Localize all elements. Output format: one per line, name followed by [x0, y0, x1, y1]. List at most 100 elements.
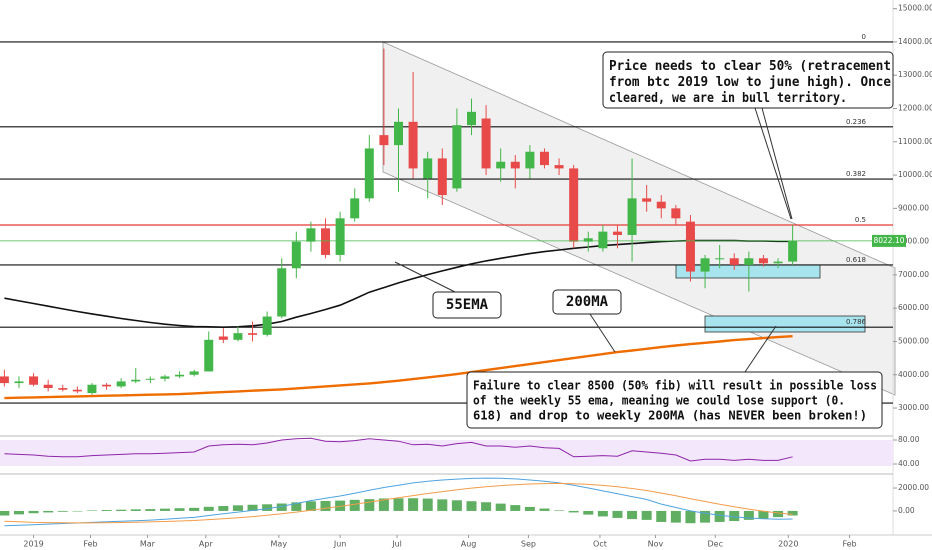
- candle-body: [642, 198, 652, 202]
- price-channel: [382, 41, 896, 396]
- x-tick-label: Mar: [140, 540, 156, 549]
- candle-body: [175, 374, 185, 377]
- histogram-bar: [524, 506, 535, 511]
- candle-body: [102, 384, 112, 387]
- candle-body: [627, 198, 637, 235]
- y-tick-label: 9000.00: [898, 203, 929, 212]
- histogram-bar: [28, 510, 39, 514]
- histogram-bar: [568, 510, 579, 513]
- fib-label: 0.786: [846, 318, 867, 326]
- indicator-label: 200MA: [566, 294, 609, 310]
- x-tick-label: Nov: [648, 540, 664, 549]
- callout-line: [744, 325, 777, 373]
- candle-body: [87, 384, 97, 394]
- y-tick-label: 12000.00: [898, 104, 932, 113]
- candle-body: [452, 125, 462, 189]
- annotation-box: [466, 371, 883, 429]
- callout-line: [394, 261, 456, 293]
- x-tick-label: Jul: [391, 540, 402, 549]
- histogram-bar: [437, 499, 448, 511]
- candle-body: [510, 161, 520, 169]
- histogram-bar: [685, 510, 696, 524]
- histogram-bar: [583, 510, 594, 515]
- candle-body: [335, 218, 345, 255]
- histogram-bar: [451, 500, 462, 511]
- histogram-bar: [57, 510, 68, 512]
- indicator-label: 55EMA: [446, 297, 489, 313]
- y-tick-label: 11000.00: [898, 137, 932, 146]
- histogram-bar: [13, 510, 24, 515]
- x-tick-label: Feb: [842, 540, 856, 549]
- fib-label: 0.5: [855, 216, 866, 224]
- ma-zone: [704, 315, 866, 333]
- candle-body: [788, 240, 798, 262]
- histogram-bar: [700, 510, 711, 523]
- histogram-bar: [393, 498, 404, 511]
- histogram-bar: [378, 498, 389, 511]
- candle-body: [539, 151, 549, 166]
- histogram-bar: [174, 508, 185, 511]
- x-tick-label: Aug: [461, 540, 477, 549]
- annotations: Price needs to clear 50% (retracementfro…: [394, 51, 894, 429]
- histogram-bar: [0, 510, 10, 516]
- histogram-bar: [86, 510, 97, 511]
- annotation-text: Failure to clear 8500 (50% fib) will res…: [473, 378, 877, 393]
- indicator-line: [4, 335, 793, 400]
- candle-body: [729, 258, 739, 265]
- histogram-bar: [641, 510, 652, 520]
- candle-body: [72, 389, 82, 392]
- candle-body: [569, 168, 579, 242]
- histogram-bar: [335, 500, 346, 511]
- histogram-bar: [743, 510, 754, 520]
- callout-line: [761, 107, 793, 220]
- annotation-box: [602, 51, 894, 109]
- y-tick-label: 15000.00: [898, 4, 932, 13]
- callout-line: [589, 313, 616, 353]
- candle-body: [525, 151, 535, 169]
- candle-body: [408, 121, 418, 169]
- y-tick-label: 5000.00: [898, 336, 929, 345]
- candle-body: [685, 221, 695, 272]
- y-tick-label: 40.00: [898, 459, 920, 468]
- histogram-bar: [670, 510, 681, 523]
- rsi-band: [0, 440, 893, 466]
- candle-body: [773, 261, 783, 264]
- x-tick-label: Feb: [83, 540, 97, 549]
- candle-body: [0, 376, 9, 384]
- callout-line: [754, 107, 792, 220]
- candle-body: [379, 135, 389, 146]
- histogram-bar: [203, 506, 214, 511]
- histogram-bar: [787, 510, 798, 516]
- x-tick-label: 2020: [778, 540, 798, 549]
- y-tick-label: 3000.00: [898, 403, 929, 412]
- candle-body: [145, 378, 155, 380]
- candle-body: [423, 158, 433, 179]
- histogram-bar: [758, 510, 769, 519]
- support-zone: [675, 264, 821, 279]
- candle-body: [437, 158, 447, 196]
- macd-line: [4, 477, 793, 527]
- candle-body: [583, 238, 593, 242]
- candle-body: [554, 165, 564, 169]
- candle-body: [496, 161, 506, 169]
- candle-body: [481, 118, 491, 169]
- candle-body: [598, 231, 608, 249]
- histogram-bar: [349, 499, 360, 511]
- last-price-label: 8022.10: [873, 236, 904, 245]
- candle-body: [671, 208, 681, 219]
- histogram-bar: [305, 501, 316, 511]
- histogram-bar: [276, 503, 287, 511]
- candle-body: [612, 231, 622, 235]
- histogram-bar: [612, 510, 623, 518]
- x-tick-label: May: [271, 540, 288, 549]
- histogram-bar: [510, 505, 521, 511]
- histogram-bar: [101, 510, 112, 511]
- candle-body: [131, 379, 141, 382]
- macd-line: [4, 482, 793, 524]
- histogram-bar: [466, 501, 477, 511]
- annotation-text: from btc 2019 low to june high). Once: [609, 74, 891, 90]
- annotation-text: 618) and drop to weekly 200MA (has NEVER…: [473, 408, 867, 423]
- annotation-text: Price needs to clear 50% (retracement: [609, 58, 891, 74]
- histogram-bar: [364, 499, 375, 511]
